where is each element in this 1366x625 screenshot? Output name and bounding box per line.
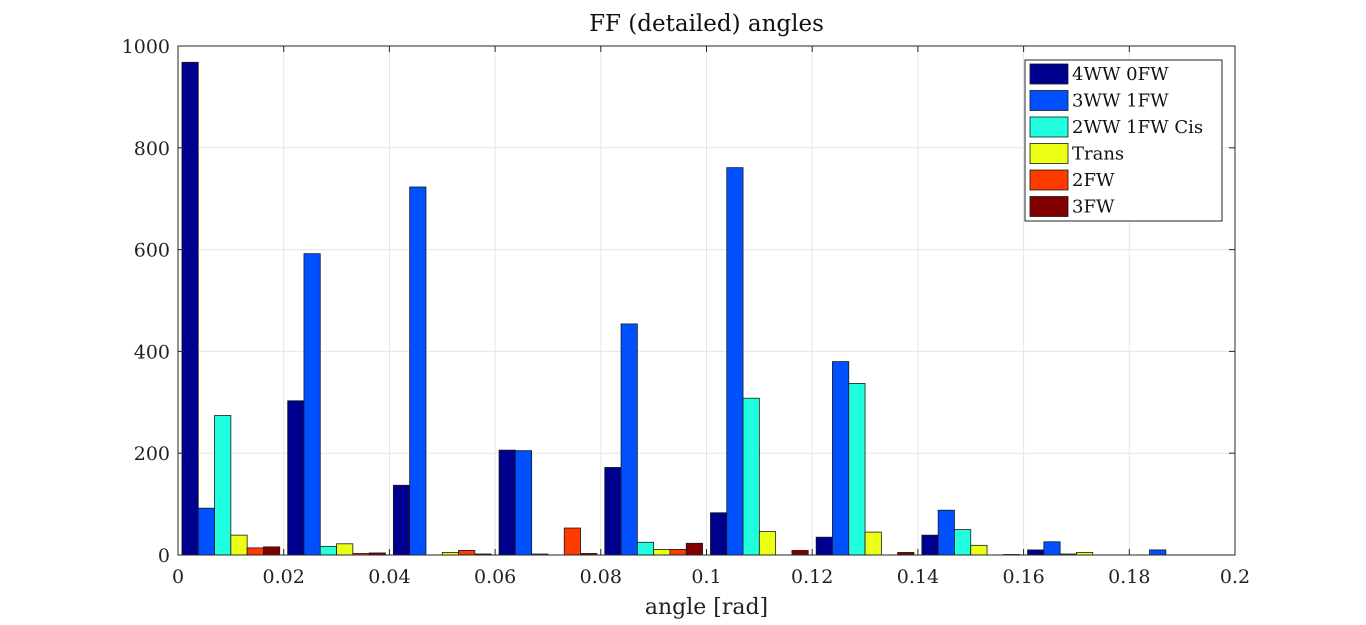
y-tick-label: 0 [158, 545, 170, 567]
legend-swatch [1029, 116, 1069, 138]
bar-3ww-1fw [514, 450, 533, 556]
legend-swatch [1029, 196, 1069, 217]
bar-4ww-0fw [392, 484, 411, 556]
bar-4ww-0fw [921, 534, 939, 556]
bar-3ww-1fw [726, 167, 744, 556]
bar-4ww-0fw [1027, 549, 1045, 556]
legend-swatch [1029, 90, 1069, 111]
x-tick-label: 0.02 [263, 566, 305, 588]
bar-3ww-1fw [620, 323, 638, 556]
bar-2ww-1fw-cis [214, 415, 232, 556]
bar-2fw [669, 549, 687, 556]
bar-trans [230, 534, 248, 556]
x-tick-label: 0.04 [368, 566, 410, 588]
bar-3ww-1fw [303, 253, 321, 556]
x-tick-label: 0.06 [474, 566, 516, 588]
bar-2ww-1fw-cis [319, 545, 337, 556]
y-tick-label: 200 [134, 443, 170, 465]
legend-label: 3FW [1072, 197, 1115, 218]
bar-4ww-0fw [181, 61, 199, 556]
x-tick-label: 0.16 [1002, 566, 1044, 588]
legend-swatch [1029, 169, 1069, 191]
ticks: 0 0.02 0.04 0.06 0.08 0.1 0.12 0.14 0.16 0.18 0.2 0… [122, 36, 1250, 588]
bar-3ww-1fw [409, 186, 427, 556]
bar-3ww-1fw [197, 507, 215, 556]
y-tick-label: 600 [134, 240, 170, 262]
bar-3fw [685, 542, 703, 556]
bar-2ww-1fw-cis [848, 383, 866, 556]
legend-label: 2FW [1072, 170, 1115, 191]
y-tick-label: 400 [134, 341, 170, 363]
legend-box [1024, 59, 1223, 222]
bar-3ww-1fw [1149, 549, 1167, 556]
bar-trans [653, 549, 671, 556]
bar-3ww-1fw [832, 361, 850, 556]
x-axis-label: angle [rad] [645, 595, 768, 620]
bar-2ww-1fw-cis [636, 541, 655, 556]
bar-trans [758, 531, 777, 556]
legend-label: 3WW 1FW [1072, 91, 1169, 112]
bar-2fw [563, 527, 581, 556]
bar-2ww-1fw-cis [954, 529, 972, 556]
bar-trans [336, 543, 354, 556]
legend-label: Trans [1072, 144, 1124, 165]
y-tick-label: 800 [134, 138, 170, 160]
bar-2ww-1fw-cis [742, 397, 760, 556]
x-tick-label: 0.2 [1220, 566, 1250, 588]
chart-title: FF (detailed) angles [589, 11, 824, 37]
bar-2fw [246, 547, 264, 556]
bar-4ww-0fw [710, 512, 728, 556]
bar-3ww-1fw [937, 509, 955, 556]
bar-trans [864, 531, 882, 556]
x-tick-label: 0.14 [897, 566, 939, 588]
x-tick-label: 0.18 [1108, 566, 1150, 588]
y-tick-label: 1000 [122, 36, 170, 58]
bars [181, 61, 1167, 556]
bar-2fw [458, 550, 476, 556]
legend-label: 2WW 1FW Cis [1072, 117, 1203, 138]
bar-4ww-0fw [287, 400, 305, 556]
bar-4ww-0fw [498, 449, 516, 556]
x-tick-label: 0.12 [791, 566, 833, 588]
bar-3ww-1fw [1043, 541, 1061, 556]
legend-swatch [1029, 63, 1069, 85]
bar-trans [970, 544, 988, 556]
legend-swatch [1029, 143, 1069, 164]
bar-4ww-0fw [815, 536, 833, 556]
legend: 4WW 0FW 3WW 1FW 2WW 1FW Cis Trans 2FW 3FW [1024, 59, 1223, 222]
x-tick-label: 0.08 [580, 566, 622, 588]
x-tick-label: 0 [172, 566, 184, 588]
bar-3fw [791, 550, 809, 556]
bar-4ww-0fw [604, 467, 622, 556]
x-tick-label: 0.1 [691, 566, 721, 588]
bar-3fw [263, 546, 281, 556]
legend-label: 4WW 0FW [1072, 64, 1169, 85]
